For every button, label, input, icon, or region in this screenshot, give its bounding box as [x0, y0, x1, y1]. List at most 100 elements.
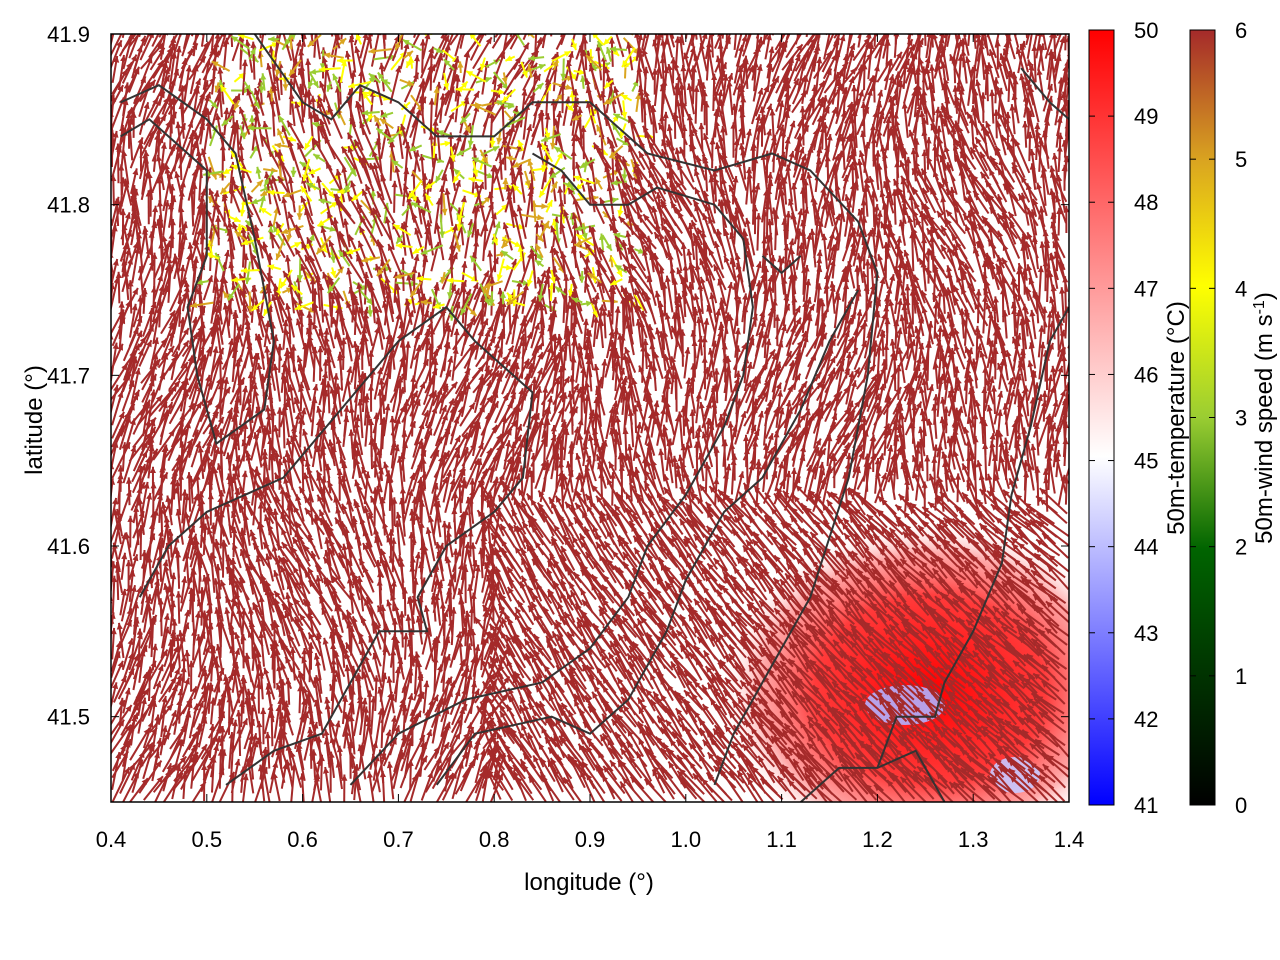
wind-arrow [138, 34, 141, 38]
wind-arrow-head [181, 429, 188, 436]
wind-arrow-head [204, 646, 210, 653]
wind-arrow [181, 34, 191, 57]
wind-arrow-head [195, 78, 201, 86]
wind-arrow-head [156, 737, 163, 745]
wind-arrow-head [211, 17, 217, 24]
wind-arrow-head [164, 67, 170, 75]
wind-arrow-head [141, 24, 147, 31]
wind-arrow [111, 724, 132, 755]
wind-arrow-head [341, 8, 347, 15]
wind-arrow-head [142, 672, 149, 680]
wind-arrow [158, 67, 170, 106]
wind-arrow [143, 34, 150, 47]
wind-arrow-head [143, 102, 150, 110]
wind-arrow-head [192, 256, 199, 263]
wind-arrow-head [118, 301, 125, 308]
wind-arrow [140, 551, 150, 591]
wind-arrow-head [192, 493, 199, 501]
wind-arrow [424, 34, 428, 37]
wind-arrow-head [117, 85, 124, 93]
wind-arrow-head [169, 310, 175, 318]
wind-arrow [134, 212, 140, 251]
wind-arrow-head [156, 127, 163, 134]
wind-arrow-head [196, 9, 202, 16]
wind-arrow [158, 34, 163, 38]
wind-arrow-head [151, 643, 158, 651]
wind-arrow-head [234, 18, 240, 25]
wind-arrow-head [139, 482, 145, 490]
wind-arrow-head [112, 342, 119, 350]
wind-arrow-head [297, 21, 303, 28]
wind-arrow [122, 445, 137, 484]
wind-arrow-head [136, 12, 142, 19]
wind-arrow [172, 34, 175, 36]
wind-arrow-head [112, 131, 119, 138]
wind-arrow-head [194, 18, 200, 25]
wind-arrow [190, 187, 195, 227]
wind-arrow-head [152, 205, 159, 213]
wind-arrow [188, 472, 192, 512]
wind-arrow-head [123, 767, 130, 775]
wind-arrow [168, 51, 176, 90]
wind-arrow-head [115, 271, 122, 279]
wind-arrow-head [133, 389, 140, 397]
wind-arrow-head [165, 4, 171, 11]
wind-arrow-head [142, 226, 149, 233]
wind-arrow-head [171, 95, 178, 103]
wind-arrow-head [123, 178, 130, 186]
wind-arrow-head [230, 0, 236, 6]
wind-arrow-head [186, 442, 193, 450]
wind-arrow-head [179, 20, 185, 27]
wind-arrow [370, 34, 373, 37]
wind-vectors [103, 0, 1069, 802]
wind-arrow-head [194, 473, 201, 480]
wind-arrow-head [172, 253, 179, 261]
wind-arrow-head [118, 164, 125, 171]
wind-arrow [159, 240, 171, 280]
wind-arrow-head [103, 544, 109, 551]
wind-arrow-head [174, 6, 180, 13]
wind-arrow-head [323, 2, 329, 9]
wind-arrow [330, 34, 334, 37]
wind-arrow-head [137, 466, 144, 473]
wind-arrow-head [143, 481, 150, 489]
wind-arrow [128, 34, 141, 48]
wind-arrow-head [127, 515, 134, 522]
wind-arrow [169, 291, 189, 327]
wind-arrow [177, 264, 185, 305]
wind-arrow-head [154, 568, 160, 575]
wind-arrow-head [113, 56, 120, 63]
wind-arrow-head [368, 0, 374, 4]
wind-arrow-head [183, 552, 190, 559]
wind-arrow [111, 571, 112, 578]
wind-arrow-head [184, 677, 190, 685]
wind-arrow-head [163, 564, 170, 572]
wind-arrow-head [335, 23, 341, 30]
wind-arrow [179, 442, 192, 482]
wind-arrow-head [103, 176, 109, 183]
wind-arrow-head [130, 445, 137, 453]
wind-arrow-head [203, 12, 209, 19]
wind-arrow-head [174, 480, 181, 487]
wind-arrow-head [182, 328, 189, 336]
wind-arrow-head [171, 619, 178, 626]
wind-arrow-head [202, 16, 208, 23]
wind-arrow [128, 34, 133, 40]
wind-arrow-head [194, 538, 200, 546]
wind-arrow-head [181, 362, 188, 369]
wind-arrow-head [179, 264, 186, 272]
wind-arrow-head [183, 11, 189, 18]
wind-arrow-head [120, 208, 127, 216]
wind-arrow [111, 34, 113, 37]
wind-arrow-head [104, 485, 110, 492]
wind-arrow-head [124, 10, 130, 17]
wind-arrow-head [201, 763, 208, 770]
wind-arrow-head [121, 552, 128, 560]
wind-arrow [150, 231, 154, 271]
wind-arrow-head [174, 667, 180, 675]
wind-arrow-head [162, 559, 169, 567]
wind-arrow-head [213, 0, 219, 7]
wind-arrow [111, 199, 123, 238]
wind-arrow-head [133, 67, 140, 75]
